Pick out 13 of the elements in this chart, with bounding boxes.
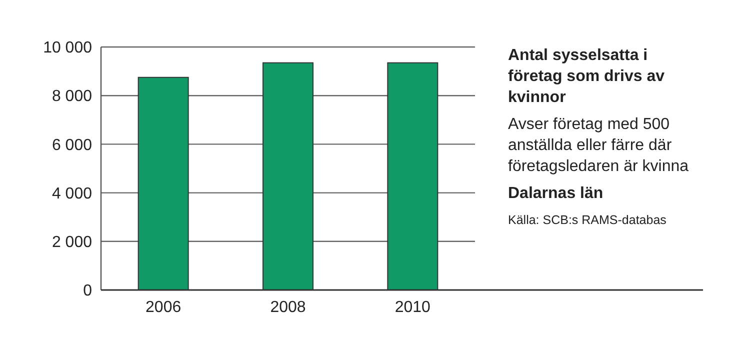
x-tick-label: 2008 <box>270 299 306 316</box>
y-tick-label: 6 000 <box>52 136 92 154</box>
y-tick-label: 4 000 <box>52 185 92 202</box>
text: Källa: SCB:s RAMS-databas <box>508 213 666 227</box>
text: Dalarnas län <box>508 185 604 202</box>
y-tick-label: 0 <box>83 282 92 300</box>
text: Avser företag med 500 anställda eller färre där företagsledaren är kvinna <box>508 116 689 175</box>
text: Antal sysselsatta i företag som drivs av kvinnor <box>508 47 665 106</box>
y-tick-label: 2 000 <box>52 234 92 251</box>
x-tick-label: 2006 <box>146 299 182 316</box>
y-tick-label: 10 000 <box>43 40 92 57</box>
y-tick-label: 8 000 <box>52 88 92 106</box>
x-tick-label: 2010 <box>394 299 431 316</box>
